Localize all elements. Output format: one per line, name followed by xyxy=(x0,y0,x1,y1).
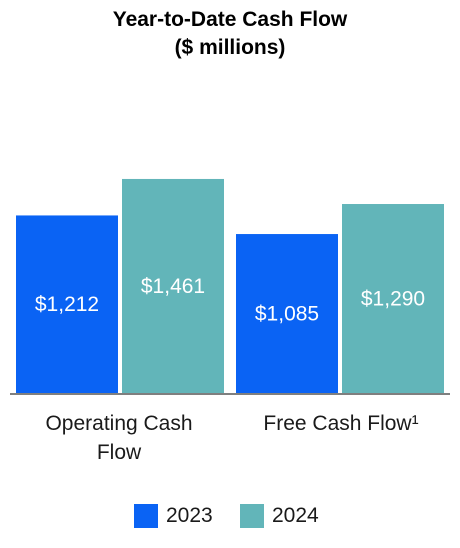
legend-swatch-2024 xyxy=(240,504,264,528)
legend-swatch-2023 xyxy=(134,504,158,528)
data-label-2024-0: $1,461 xyxy=(141,275,205,298)
legend-item-2024: 2024 xyxy=(240,501,319,531)
legend: 2023 2024 xyxy=(0,501,460,531)
data-label-2023-1: $1,085 xyxy=(255,303,319,326)
legend-item-2023: 2023 xyxy=(134,501,213,531)
bar-2023-1 xyxy=(236,234,338,393)
bar-2023-0 xyxy=(16,215,118,393)
legend-label-2023: 2023 xyxy=(166,504,213,527)
category-label-free-cash-flow: Free Cash Flow¹ xyxy=(263,412,419,435)
chart-title-line-2: ($ millions) xyxy=(174,36,286,59)
bar-2024-1 xyxy=(342,204,444,393)
category-label-operating-cash-flow: Operating Cash Flow xyxy=(45,412,193,464)
chart-title-line-1: Year-to-Date Cash Flow xyxy=(112,8,348,31)
legend-label-2024: 2024 xyxy=(272,504,319,527)
data-label-2024-1: $1,290 xyxy=(361,288,425,311)
bar-2024-0 xyxy=(122,178,224,393)
data-label-2023-0: $1,212 xyxy=(35,293,99,316)
